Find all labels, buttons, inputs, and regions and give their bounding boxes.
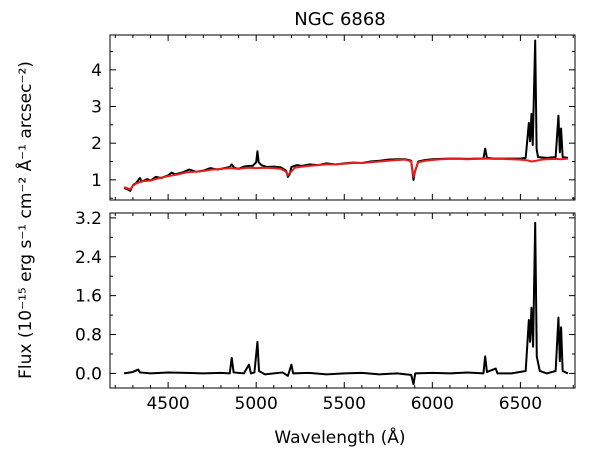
x-axis-label: Wavelength (Å) — [274, 426, 405, 448]
y-tick-label: 3.2 — [75, 209, 102, 229]
panel-2: 4500 5000 5500 6000 6500 0.0 0.8 1.6 2.4 3.2 — [75, 209, 576, 414]
series-line-1-2 — [123, 157, 569, 191]
y-tick-label: 0.8 — [75, 326, 102, 346]
x-tick-label: 5500 — [323, 394, 366, 414]
y-axis-label: Flux (10⁻¹⁵ erg s⁻¹ cm⁻² Å⁻¹ arcsec⁻²) — [14, 61, 36, 379]
y-tick-label: 3 — [91, 98, 102, 118]
x-tick-label: 6000 — [411, 394, 454, 414]
y-tick-label: 0.0 — [75, 364, 102, 384]
series-line-1-1 — [123, 39, 569, 192]
panel-1: 1 2 3 4 — [91, 34, 576, 201]
chart-title: NGC 6868 — [294, 9, 386, 30]
panel-frame — [109, 34, 576, 201]
x-tick-label: 5000 — [235, 394, 278, 414]
y-tick-label: 2 — [91, 134, 102, 154]
x-tick-label: 4500 — [146, 394, 189, 414]
series-line-2-1 — [123, 221, 569, 386]
y-tick-label: 1.6 — [75, 287, 102, 307]
y-tick-label: 1 — [91, 171, 102, 191]
y-tick-label: 2.4 — [75, 248, 102, 268]
y-tick-label: 4 — [91, 61, 102, 81]
x-tick-label: 6500 — [499, 394, 542, 414]
panel-frame — [109, 212, 576, 389]
